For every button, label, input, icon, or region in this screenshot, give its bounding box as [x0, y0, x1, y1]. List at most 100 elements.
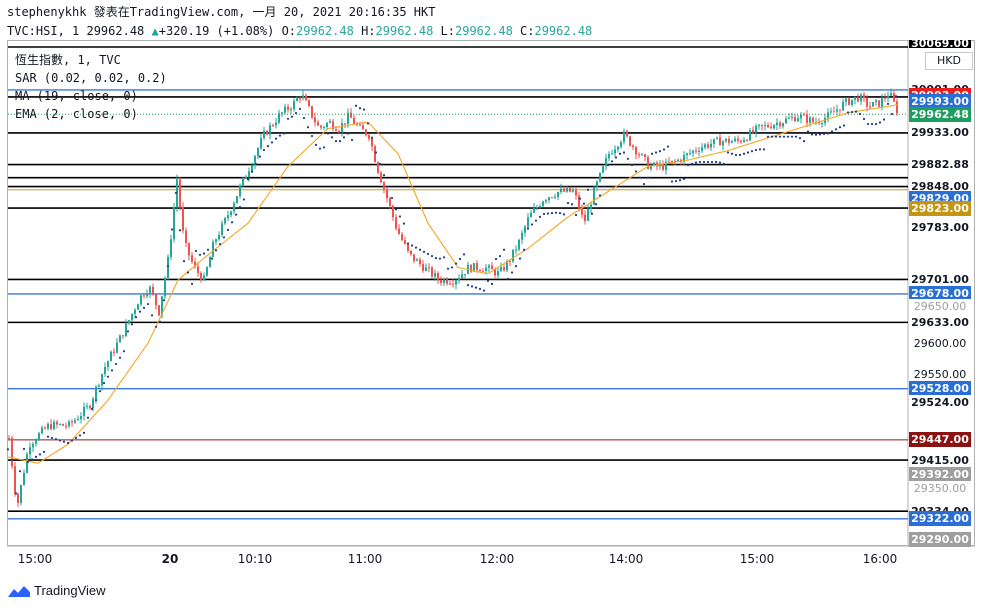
sar-dot — [338, 140, 342, 143]
candle-body — [155, 294, 157, 306]
sar-dot — [834, 128, 838, 131]
indicator-symbol[interactable]: 恆生指數, 1, TVC — [15, 53, 121, 67]
symbol-quote: TVC:HSI, 1 29962.48 — [7, 24, 145, 38]
time-label: 20 — [161, 552, 179, 566]
candle-body — [617, 146, 619, 150]
sar-dot — [598, 194, 602, 197]
sar-dot — [494, 257, 498, 261]
sar-dot — [170, 228, 174, 231]
ohlc-low-key: L: — [440, 24, 455, 38]
sar-dot — [326, 132, 330, 135]
sar-dot — [486, 279, 490, 282]
sar-dot — [590, 212, 594, 215]
sar-dot — [362, 108, 366, 111]
indicator-ema[interactable]: EMA (2, close, 0) — [15, 107, 138, 121]
sar-dot — [174, 191, 178, 194]
candle-body — [860, 94, 862, 102]
candle-body — [35, 440, 37, 444]
sar-dot — [526, 227, 530, 230]
ohlc-open: 29962.48 — [296, 24, 354, 38]
candle-body — [362, 125, 364, 130]
price-label: 29392.00 — [909, 467, 971, 483]
indicator-sar[interactable]: SAR (0.02, 0.02, 0.2) — [15, 71, 167, 85]
candle-body — [272, 125, 274, 127]
candle-body — [473, 263, 475, 272]
candle-body — [500, 267, 502, 272]
candle-body — [605, 158, 607, 167]
sar-dot — [242, 198, 246, 201]
candle-body — [548, 197, 550, 201]
price-label: 29848.00 — [909, 179, 971, 195]
candle-body — [101, 374, 103, 386]
candle-body — [95, 386, 97, 399]
candle-body — [587, 208, 589, 221]
candle-body — [731, 141, 733, 143]
sar-dot — [426, 252, 430, 256]
candle-body — [383, 182, 385, 190]
currency-button[interactable]: HKD — [925, 52, 973, 70]
sar-dot — [290, 115, 294, 118]
sar-dot — [506, 277, 510, 280]
candle-body — [149, 286, 151, 294]
candle-body — [158, 305, 160, 316]
sar-dot — [786, 135, 790, 138]
candle-body — [251, 165, 253, 172]
indicator-ma[interactable]: MA (19, close, 0) — [15, 89, 138, 103]
candle-body — [434, 273, 436, 277]
candle-body — [134, 309, 136, 314]
sar-dot — [446, 267, 450, 270]
candle-body — [650, 165, 652, 169]
candle-body — [377, 162, 379, 173]
candle-body — [893, 93, 895, 102]
candle-body — [365, 129, 367, 136]
sar-dot — [166, 265, 170, 268]
sar-dot — [230, 221, 234, 224]
sar-dot — [266, 145, 270, 148]
candle-body — [122, 335, 124, 337]
candle-body — [281, 112, 283, 114]
candle-body — [677, 159, 679, 162]
candle-body — [218, 235, 220, 240]
candle-body — [524, 226, 526, 233]
sar-dot — [178, 229, 182, 232]
price-label: 29650.00 — [909, 299, 971, 315]
candle-body — [137, 304, 139, 310]
candle-body — [116, 342, 118, 353]
sar-dot — [262, 148, 266, 152]
candle-body — [20, 484, 22, 503]
price-label: 29633.00 — [909, 314, 971, 330]
candle-body — [299, 98, 301, 100]
sar-dot — [306, 126, 310, 129]
sar-dot — [574, 213, 578, 217]
time-label: 12:00 — [479, 552, 515, 566]
candle-body — [359, 124, 361, 126]
candle-body — [770, 126, 772, 129]
candle-body — [62, 423, 64, 426]
sar-dot — [202, 252, 206, 255]
candle-body — [326, 122, 328, 128]
candle-body — [98, 385, 100, 387]
sar-dot — [134, 316, 138, 319]
sar-dot — [66, 441, 70, 445]
candle-body — [443, 279, 445, 283]
sar-dot — [626, 157, 630, 160]
sar-dot — [378, 162, 382, 165]
sar-dot — [278, 134, 282, 137]
sar-dot — [142, 306, 146, 309]
candle-body — [206, 267, 208, 276]
candle-body — [173, 207, 175, 240]
candle-body — [830, 111, 832, 113]
tradingview-logo[interactable]: TradingView — [7, 583, 106, 598]
candle-body — [683, 155, 685, 162]
candle-body — [791, 116, 793, 118]
candle-body — [809, 117, 811, 123]
candle-body — [185, 230, 187, 243]
sar-dot — [150, 314, 154, 317]
candle-body — [695, 150, 697, 152]
candle-body — [341, 123, 343, 133]
candle-body — [482, 270, 484, 272]
candle-body — [38, 433, 40, 441]
candle-body — [662, 164, 664, 170]
sar-dot — [122, 350, 126, 353]
